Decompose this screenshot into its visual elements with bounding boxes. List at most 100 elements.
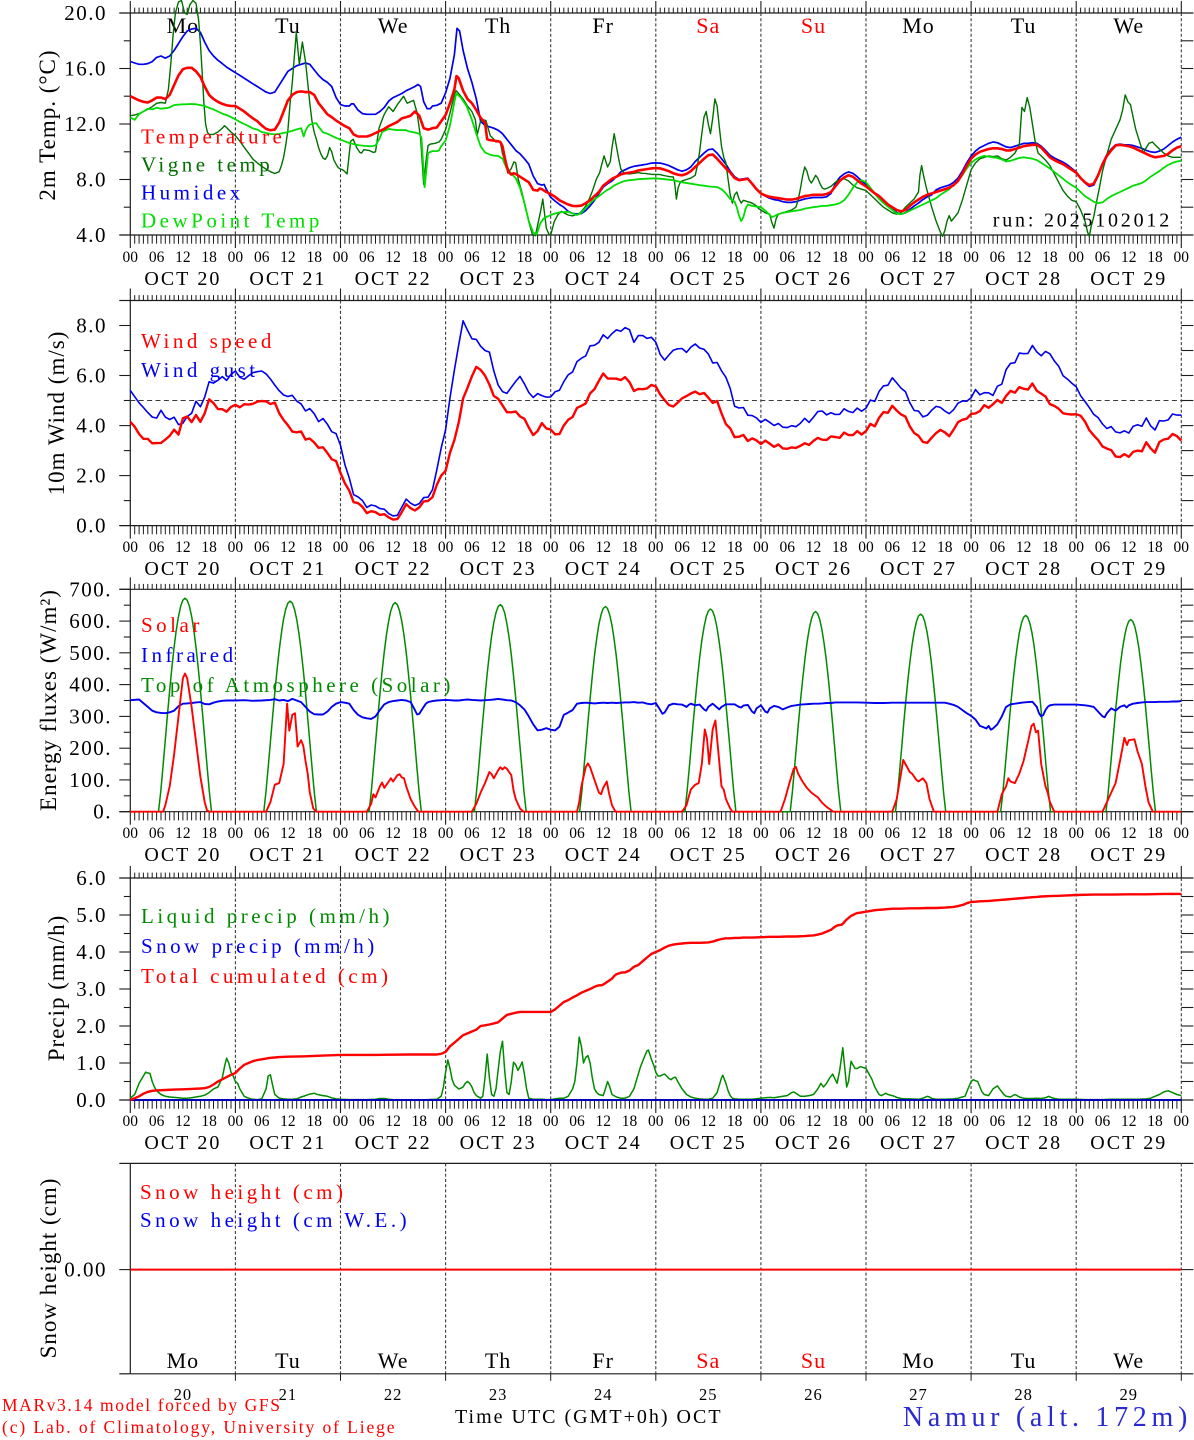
svg-text:06: 06 <box>779 825 795 842</box>
svg-text:00: 00 <box>438 539 454 556</box>
svg-text:12: 12 <box>911 1113 927 1130</box>
svg-text:18: 18 <box>1147 539 1163 556</box>
svg-text:00: 00 <box>648 825 664 842</box>
svg-text:Mo: Mo <box>902 1348 935 1373</box>
svg-text:18: 18 <box>201 249 217 266</box>
svg-text:Sa: Sa <box>696 13 720 38</box>
svg-text:OCT 22: OCT 22 <box>355 1132 432 1154</box>
svg-text:OCT 28: OCT 28 <box>985 558 1062 580</box>
svg-text:00: 00 <box>1068 249 1084 266</box>
svg-text:27: 27 <box>909 1385 928 1404</box>
svg-text:12: 12 <box>1121 1113 1137 1130</box>
svg-text:Snow height (cm): Snow height (cm) <box>140 1180 346 1204</box>
svg-text:12: 12 <box>175 539 191 556</box>
svg-text:Tu: Tu <box>1011 13 1037 38</box>
svg-text:06: 06 <box>149 539 165 556</box>
svg-text:18: 18 <box>412 825 428 842</box>
svg-text:18: 18 <box>306 539 322 556</box>
svg-text:22: 22 <box>384 1385 403 1404</box>
svg-text:Th: Th <box>485 13 511 38</box>
svg-text:06: 06 <box>569 539 585 556</box>
svg-text:Liquid precip (mm/h): Liquid precip (mm/h) <box>141 904 393 928</box>
svg-text:Namur (alt. 172m): Namur (alt. 172m) <box>903 1402 1192 1433</box>
svg-text:00: 00 <box>228 1113 244 1130</box>
svg-text:06: 06 <box>464 825 480 842</box>
svg-text:12: 12 <box>175 825 191 842</box>
svg-text:18: 18 <box>517 539 533 556</box>
svg-text:OCT 28: OCT 28 <box>985 844 1062 866</box>
svg-text:06: 06 <box>885 539 901 556</box>
svg-text:00: 00 <box>228 825 244 842</box>
svg-text:We: We <box>1113 13 1144 38</box>
svg-text:18: 18 <box>306 1113 322 1130</box>
svg-text:12: 12 <box>175 1113 191 1130</box>
svg-text:18: 18 <box>937 249 953 266</box>
svg-text:24: 24 <box>594 1385 613 1404</box>
svg-text:06: 06 <box>149 1113 165 1130</box>
svg-text:OCT 24: OCT 24 <box>565 844 642 866</box>
svg-text:18: 18 <box>306 249 322 266</box>
svg-text:20: 20 <box>174 1385 193 1404</box>
svg-text:18: 18 <box>201 825 217 842</box>
svg-text:run: 2025102012: run: 2025102012 <box>993 210 1172 232</box>
svg-text:00: 00 <box>858 249 874 266</box>
svg-text:00: 00 <box>753 825 769 842</box>
svg-text:12: 12 <box>701 249 717 266</box>
svg-text:18: 18 <box>1042 1113 1058 1130</box>
svg-text:6.0: 6.0 <box>76 364 107 388</box>
svg-text:18: 18 <box>412 249 428 266</box>
svg-text:28: 28 <box>1014 1385 1033 1404</box>
svg-text:06: 06 <box>1095 1113 1111 1130</box>
svg-text:18: 18 <box>622 539 638 556</box>
svg-text:MARv3.14 model forced by GFS: MARv3.14 model forced by GFS <box>2 1395 282 1415</box>
svg-text:2m Temp. (°C): 2m Temp. (°C) <box>35 49 60 200</box>
svg-text:OCT 29: OCT 29 <box>1090 558 1167 580</box>
svg-text:OCT 29: OCT 29 <box>1090 268 1167 290</box>
svg-text:06: 06 <box>885 249 901 266</box>
svg-text:21: 21 <box>279 1385 298 1404</box>
svg-text:06: 06 <box>464 1113 480 1130</box>
svg-text:06: 06 <box>359 539 375 556</box>
svg-text:00: 00 <box>963 249 979 266</box>
svg-text:12: 12 <box>490 249 506 266</box>
svg-text:OCT 23: OCT 23 <box>460 558 537 580</box>
svg-text:Su: Su <box>801 1348 826 1373</box>
svg-text:We: We <box>378 13 409 38</box>
svg-text:Fr: Fr <box>592 13 614 38</box>
svg-text:OCT 24: OCT 24 <box>565 558 642 580</box>
svg-text:700.: 700. <box>69 577 112 601</box>
svg-text:18: 18 <box>201 539 217 556</box>
svg-text:8.0: 8.0 <box>76 168 107 192</box>
svg-text:06: 06 <box>254 539 270 556</box>
svg-text:Fr: Fr <box>592 1348 614 1373</box>
svg-text:200.: 200. <box>69 736 112 760</box>
svg-text:00: 00 <box>963 539 979 556</box>
svg-text:00: 00 <box>438 1113 454 1130</box>
svg-text:12: 12 <box>1016 249 1032 266</box>
svg-text:06: 06 <box>779 1113 795 1130</box>
svg-text:OCT 25: OCT 25 <box>670 268 747 290</box>
svg-text:12: 12 <box>701 539 717 556</box>
svg-text:18: 18 <box>937 539 953 556</box>
svg-text:18: 18 <box>727 249 743 266</box>
svg-text:OCT 28: OCT 28 <box>985 1132 1062 1154</box>
svg-text:12: 12 <box>490 1113 506 1130</box>
svg-text:Vigne temp: Vigne temp <box>141 153 273 177</box>
svg-text:18: 18 <box>937 1113 953 1130</box>
svg-text:600.: 600. <box>69 609 112 633</box>
svg-text:12: 12 <box>280 1113 296 1130</box>
svg-text:2.0: 2.0 <box>76 1014 107 1038</box>
svg-text:12: 12 <box>1121 825 1137 842</box>
svg-text:4.0: 4.0 <box>76 223 107 247</box>
svg-text:2.0: 2.0 <box>76 464 107 488</box>
svg-text:18: 18 <box>1147 249 1163 266</box>
svg-text:06: 06 <box>464 249 480 266</box>
svg-text:Snow precip (mm/h): Snow precip (mm/h) <box>141 934 378 958</box>
svg-text:06: 06 <box>674 539 690 556</box>
svg-text:00: 00 <box>543 249 559 266</box>
svg-text:Temperature: Temperature <box>141 125 285 149</box>
svg-text:Mo: Mo <box>902 13 935 38</box>
svg-text:06: 06 <box>779 539 795 556</box>
svg-text:OCT 25: OCT 25 <box>670 844 747 866</box>
svg-text:OCT 25: OCT 25 <box>670 1132 747 1154</box>
